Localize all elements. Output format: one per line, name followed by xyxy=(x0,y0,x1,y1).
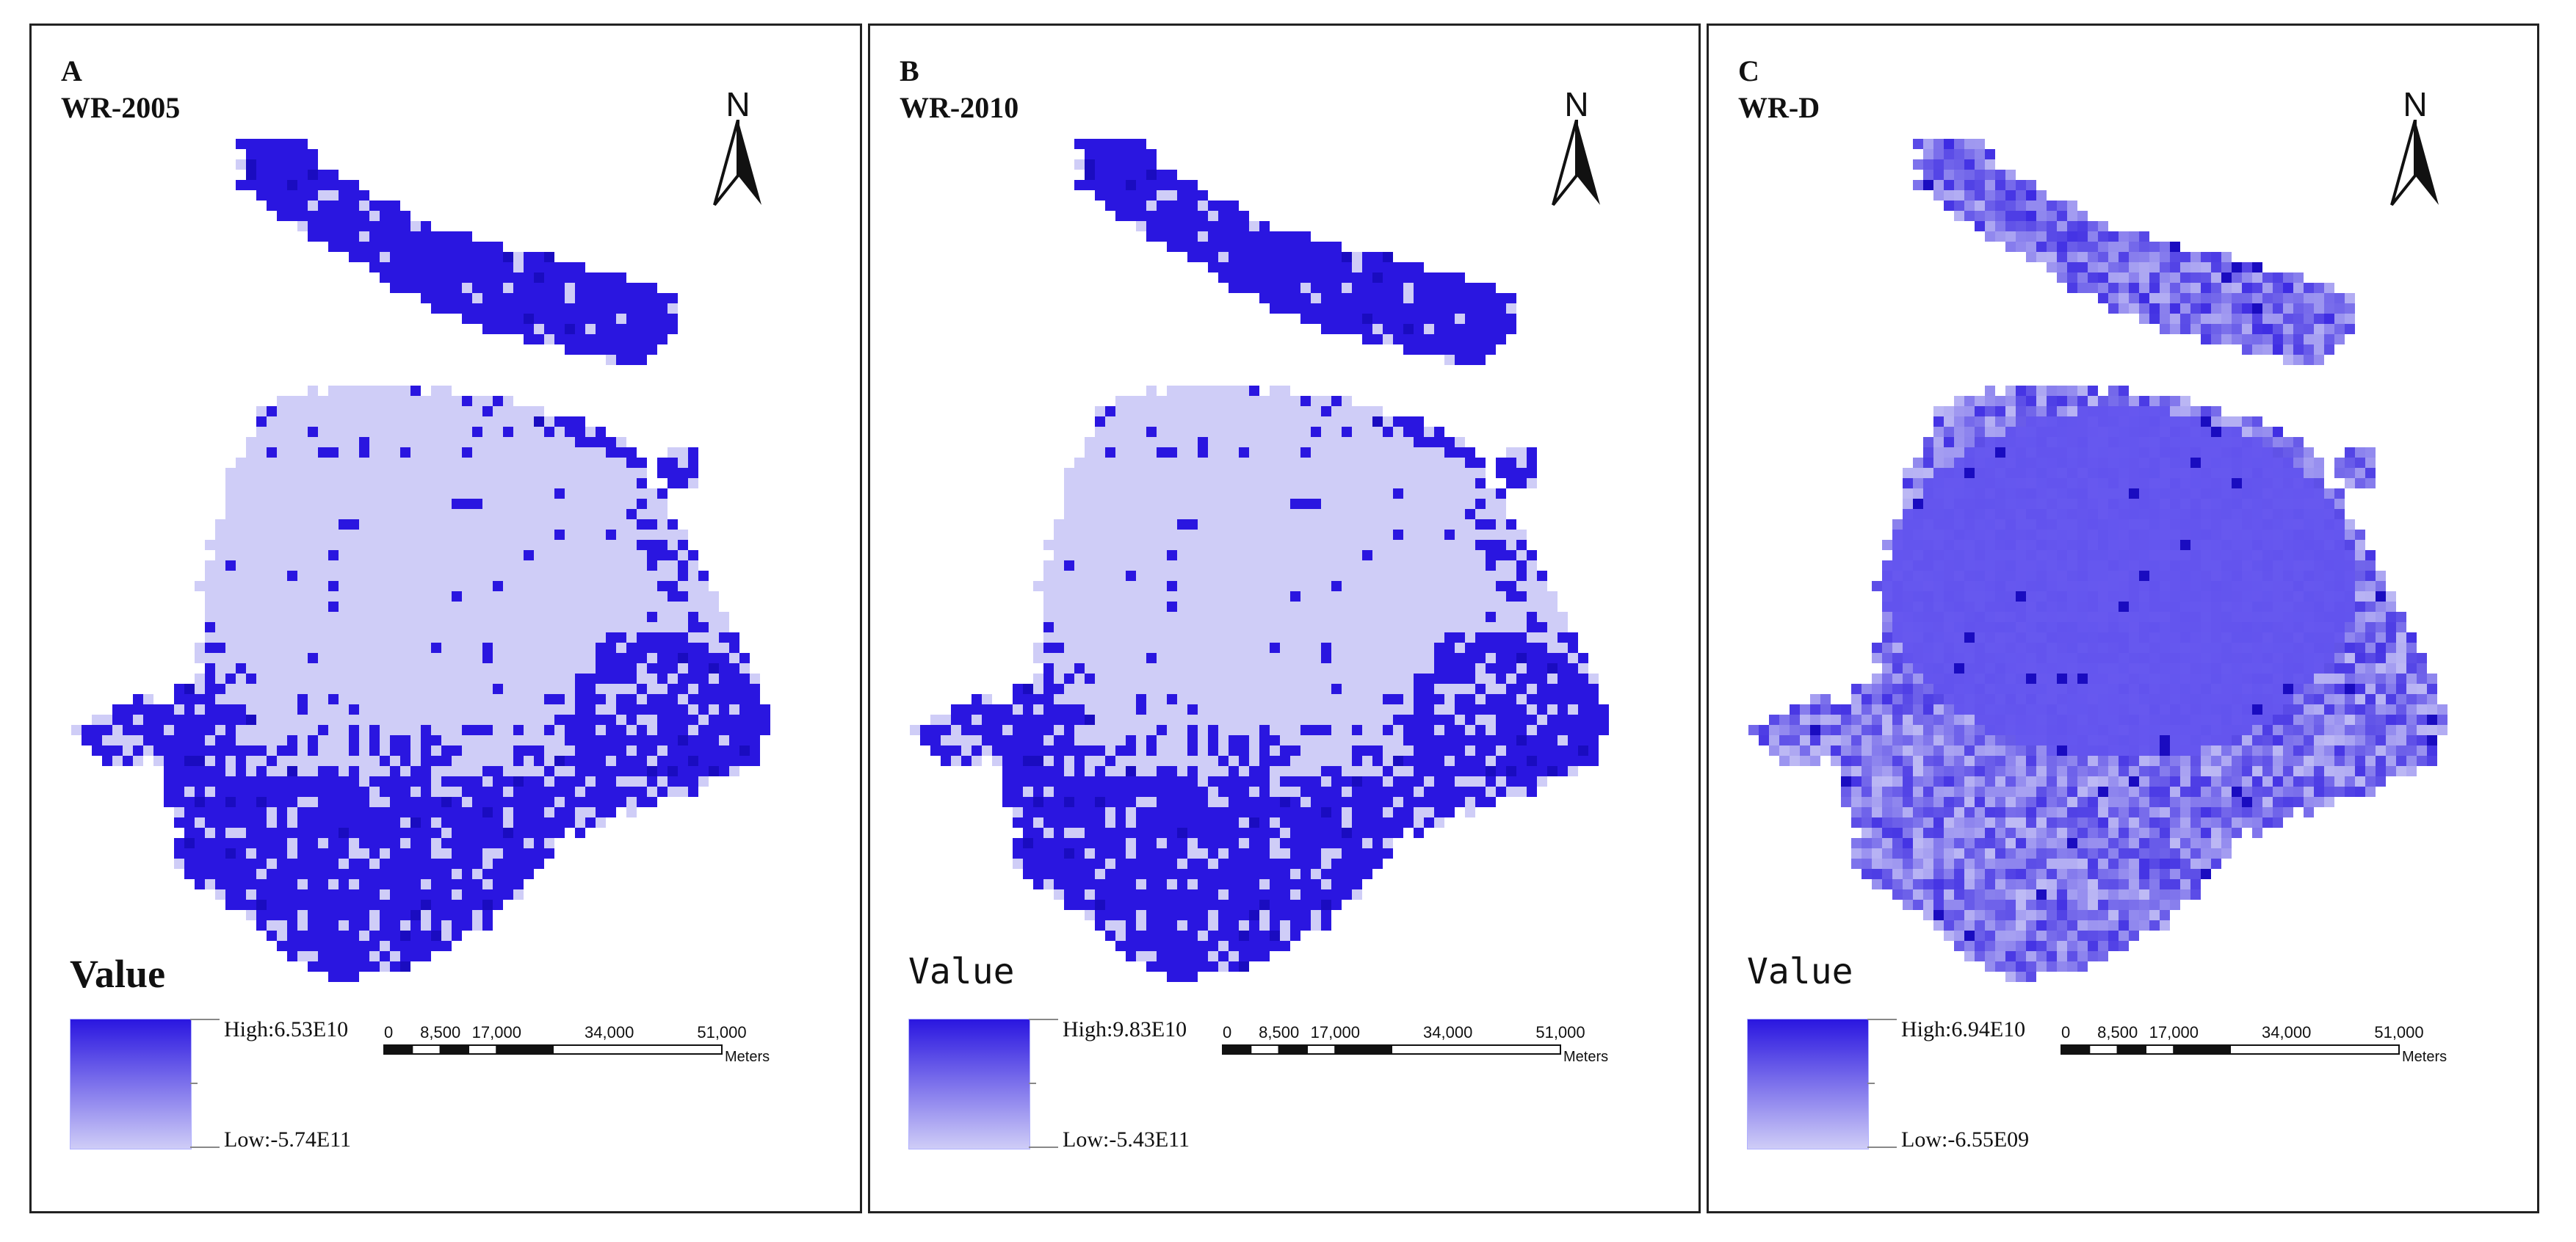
north-arrow-icon xyxy=(713,120,761,206)
legend-ticks xyxy=(1029,1019,1058,1148)
scale-bar-segment xyxy=(2145,1044,2175,1055)
map-panel-c: C WR-D N Value High:6.94E10 Low:-6.55E09… xyxy=(1707,24,2539,1213)
scale-bar-tick-label: 51,000 xyxy=(697,1023,746,1041)
scale-bar-unit: Meters xyxy=(1563,1049,1608,1065)
map-raster xyxy=(71,139,770,982)
legend-high-label: High:6.94E10 xyxy=(1901,1017,2026,1041)
legend-color-ramp xyxy=(70,1019,192,1149)
scale-bar-tick-label: 51,000 xyxy=(1535,1023,1585,1041)
scale-bar-tick-label: 8,500 xyxy=(2097,1023,2138,1041)
north-arrow: N xyxy=(1547,84,1621,261)
legend-high-label: High:9.83E10 xyxy=(1063,1017,1187,1041)
scale-bar-segment xyxy=(552,1044,723,1055)
panel-letter: B xyxy=(900,54,919,87)
legend-ticks xyxy=(1867,1019,1897,1148)
map-raster xyxy=(910,139,1609,982)
scale-bar-tick-label: 8,500 xyxy=(420,1023,460,1041)
scale-bar-segment xyxy=(1222,1044,1252,1055)
map-panel-a: A WR-2005 N Value High:6.53E10 Low:-5.74… xyxy=(29,24,862,1213)
scale-bar-tick-label: 8,500 xyxy=(1259,1023,1299,1041)
scale-bar-segment xyxy=(1334,1044,1392,1055)
north-arrow: N xyxy=(709,84,782,261)
legend-low-label: Low:-5.43E11 xyxy=(1063,1127,1190,1152)
scale-bar-segment xyxy=(1306,1044,1336,1055)
scale-bar: 0 8,500 17,000 34,000 51,000 Meters xyxy=(2061,1023,2447,1065)
scale-bar-segment xyxy=(383,1044,413,1055)
scale-bar-segment xyxy=(2229,1044,2400,1055)
panel-title: WR-2005 xyxy=(61,91,181,124)
legend-color-ramp xyxy=(908,1019,1030,1149)
scale-bar-segment xyxy=(496,1044,554,1055)
map-raster xyxy=(1748,139,2447,982)
legend-title: Value xyxy=(908,951,1015,992)
map-panel-b: B WR-2010 N Value High:9.83E10 Low:-5.43… xyxy=(868,24,1701,1213)
north-arrow-icon xyxy=(1552,120,1600,206)
scale-bar-segment xyxy=(468,1044,498,1055)
scale-bar-tick-label: 34,000 xyxy=(2262,1023,2311,1041)
scale-bar-unit: Meters xyxy=(2402,1049,2447,1065)
panel-title: WR-2010 xyxy=(900,91,1019,124)
scale-bar: 0 8,500 17,000 34,000 51,000 Meters xyxy=(1222,1023,1608,1065)
scale-bar-tick-label: 34,000 xyxy=(585,1023,634,1041)
raster-cells xyxy=(1748,139,2447,982)
legend-title: Value xyxy=(1747,951,1853,992)
north-arrow: N xyxy=(2386,84,2459,261)
legend-low-label: Low:-5.74E11 xyxy=(224,1127,352,1152)
scale-bar-tick-label: 34,000 xyxy=(1423,1023,1472,1041)
scale-bar-tick-label: 51,000 xyxy=(2374,1023,2423,1041)
north-label: N xyxy=(1564,85,1589,123)
scale-bar-tick-label: 0 xyxy=(1223,1023,1231,1041)
raster-cells xyxy=(71,139,770,982)
scale-bar-segment xyxy=(439,1044,469,1055)
legend-low-label: Low:-6.55E09 xyxy=(1901,1127,2030,1152)
scale-bar-unit: Meters xyxy=(725,1049,770,1065)
raster-cells xyxy=(910,139,1609,982)
scale-bar-tick-label: 0 xyxy=(2061,1023,2070,1041)
scale-bar-tick-label: 17,000 xyxy=(2149,1023,2199,1041)
scale-bar-segment xyxy=(2088,1044,2119,1055)
scale-bar-tick-label: 0 xyxy=(384,1023,393,1041)
north-arrow-icon xyxy=(2390,120,2439,206)
scale-bar-segment xyxy=(1278,1044,1308,1055)
scale-bar-segment xyxy=(2061,1044,2091,1055)
legend-ticks xyxy=(190,1019,220,1148)
panel-title: WR-D xyxy=(1738,91,1820,124)
scale-bar-segment xyxy=(1391,1044,1561,1055)
legend-title: Value xyxy=(70,952,166,996)
scale-bar: 0 8,500 17,000 34,000 51,000 Meters xyxy=(383,1023,770,1065)
scale-bar-segment xyxy=(2173,1044,2231,1055)
panel-letter: C xyxy=(1738,54,1759,87)
north-label: N xyxy=(2403,85,2428,123)
scale-bar-tick-label: 17,000 xyxy=(1311,1023,1360,1041)
legend-color-ramp xyxy=(1747,1019,1869,1149)
scale-bar-segment xyxy=(1250,1044,1280,1055)
scale-bar-tick-label: 17,000 xyxy=(472,1023,521,1041)
legend-high-label: High:6.53E10 xyxy=(224,1017,349,1041)
scale-bar-segment xyxy=(411,1044,441,1055)
scale-bar-segment xyxy=(2116,1044,2146,1055)
panel-letter: A xyxy=(61,54,82,87)
north-label: N xyxy=(726,85,750,123)
